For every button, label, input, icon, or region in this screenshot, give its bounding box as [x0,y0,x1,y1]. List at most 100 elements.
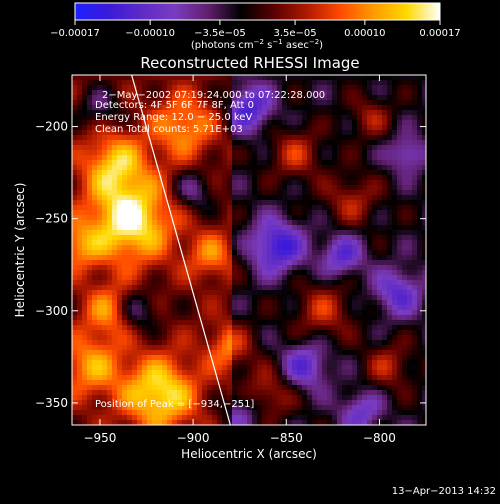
heatmap-cell [87,375,93,381]
heatmap-cell [262,185,268,191]
heatmap-cell [212,140,218,146]
heatmap-cell [127,285,133,291]
heatmap-cell [297,125,303,131]
heatmap-cell [237,365,243,371]
heatmap-cell [307,360,313,366]
heatmap-cell [322,205,328,211]
heatmap-cell [382,340,388,346]
heatmap-cell [357,95,363,101]
heatmap-cell [272,150,278,156]
heatmap-cell [172,170,178,176]
heatmap-cell [247,390,253,396]
heatmap-cell [412,415,418,421]
heatmap-cell [352,395,358,401]
heatmap-cell [347,80,353,86]
heatmap-cell [87,405,93,411]
heatmap-cell [272,415,278,421]
heatmap-cell [102,270,108,276]
heatmap-cell [342,345,348,351]
heatmap-cell [177,260,183,266]
heatmap-cell [277,405,283,411]
heatmap-cell [382,280,388,286]
heatmap-cell [107,155,113,161]
heatmap-cell [422,405,428,411]
heatmap-cell [407,160,413,166]
heatmap-cell [77,270,83,276]
heatmap-cell [127,315,133,321]
heatmap-cell [212,345,218,351]
heatmap-cell [347,145,353,151]
heatmap-cell [77,115,83,121]
heatmap-cell [117,325,123,331]
heatmap-cell [212,390,218,396]
heatmap-cell [202,145,208,151]
heatmap-cell [127,415,133,421]
heatmap-cell [247,380,253,386]
heatmap-cell [262,215,268,221]
heatmap-cell [197,175,203,181]
heatmap-cell [417,205,423,211]
heatmap-cell [142,140,148,146]
heatmap-cell [102,345,108,351]
heatmap-cell [182,220,188,226]
heatmap-cell [347,155,353,161]
heatmap-cell [342,385,348,391]
heatmap-cell [372,170,378,176]
heatmap-cell [157,320,163,326]
heatmap-cell [142,175,148,181]
heatmap-cell [147,315,153,321]
heatmap-cell [252,160,258,166]
heatmap-cell [302,395,308,401]
heatmap-cell [292,75,298,81]
heatmap-cell [112,215,118,221]
heatmap-cell [82,295,88,301]
heatmap-cell [387,285,393,291]
heatmap-cell [402,220,408,226]
heatmap-cell [397,365,403,371]
heatmap-cell [137,155,143,161]
heatmap-cell [232,285,238,291]
heatmap-cell [302,285,308,291]
heatmap-cell [407,240,413,246]
heatmap-cell [247,155,253,161]
heatmap-cell [272,240,278,246]
heatmap-cell [247,265,253,271]
heatmap-cell [402,270,408,276]
heatmap-cell [187,250,193,256]
heatmap-cell [362,210,368,216]
heatmap-cell [312,200,318,206]
heatmap-cell [372,90,378,96]
heatmap-cell [217,250,223,256]
heatmap-cell [317,195,323,201]
heatmap-cell [97,280,103,286]
heatmap-cell [377,105,383,111]
heatmap-cell [347,130,353,136]
heatmap-cell [302,230,308,236]
heatmap-cell [382,275,388,281]
heatmap-cell [342,245,348,251]
heatmap-cell [332,250,338,256]
heatmap-cell [422,170,428,176]
heatmap-cell [262,130,268,136]
heatmap-cell [342,405,348,411]
heatmap-cell [142,410,148,416]
heatmap-cell [292,380,298,386]
heatmap-cell [152,340,158,346]
heatmap-cell [357,205,363,211]
heatmap-cell [317,200,323,206]
heatmap-cell [247,345,253,351]
heatmap-cell [412,390,418,396]
heatmap-cell [197,245,203,251]
heatmap-cell [292,190,298,196]
heatmap-cell [162,380,168,386]
heatmap-cell [407,80,413,86]
heatmap-cell [332,145,338,151]
heatmap-cell [242,300,248,306]
heatmap-cell [142,260,148,266]
heatmap-cell [392,350,398,356]
heatmap-cell [147,335,153,341]
heatmap-cell [282,290,288,296]
heatmap-cell [322,150,328,156]
heatmap-cell [152,355,158,361]
heatmap-cell [252,255,258,261]
